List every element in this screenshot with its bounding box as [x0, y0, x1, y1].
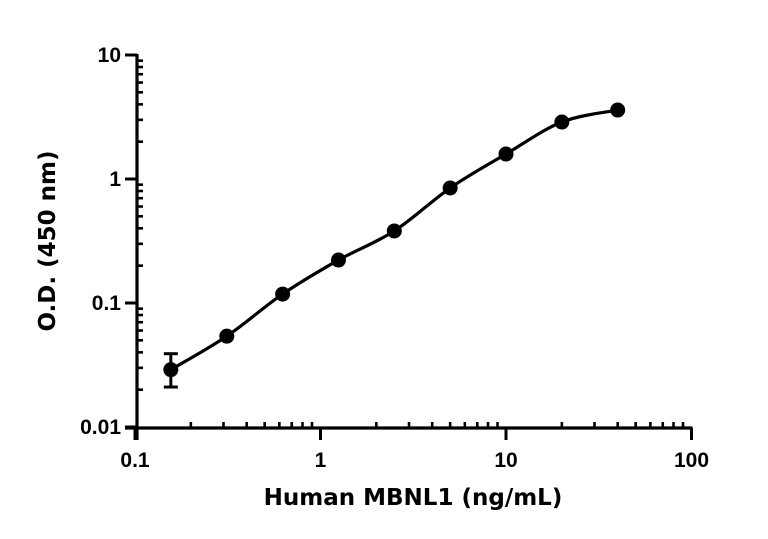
data-point: [610, 102, 626, 118]
x-axis: 0.1 1 10 100: [120, 422, 709, 472]
y-tick-label: 0.01: [80, 416, 121, 439]
data-point: [442, 180, 458, 196]
x-tick-label: 10: [494, 449, 517, 472]
x-tick-label: 0.1: [120, 449, 150, 472]
data-point: [219, 328, 235, 344]
y-axis-title: O.D. (450 nm): [35, 150, 61, 331]
data-point: [386, 223, 402, 239]
y-tick-label: 10: [98, 44, 121, 67]
data-point: [275, 286, 291, 302]
y-axis: 0.01 0.1 1 10: [80, 44, 143, 440]
data-points: [163, 102, 626, 389]
y-tick-label: 1: [109, 168, 121, 191]
y-tick-label: 0.1: [92, 292, 122, 315]
data-point: [330, 252, 346, 268]
data-point: [498, 146, 514, 162]
data-point: [554, 114, 570, 130]
x-axis-title: Human MBNL1 (ng/mL): [264, 485, 563, 511]
x-tick-label: 100: [674, 449, 709, 472]
data-point: [163, 362, 179, 378]
x-tick-label: 1: [315, 449, 327, 472]
fit-curve: [170, 108, 619, 372]
